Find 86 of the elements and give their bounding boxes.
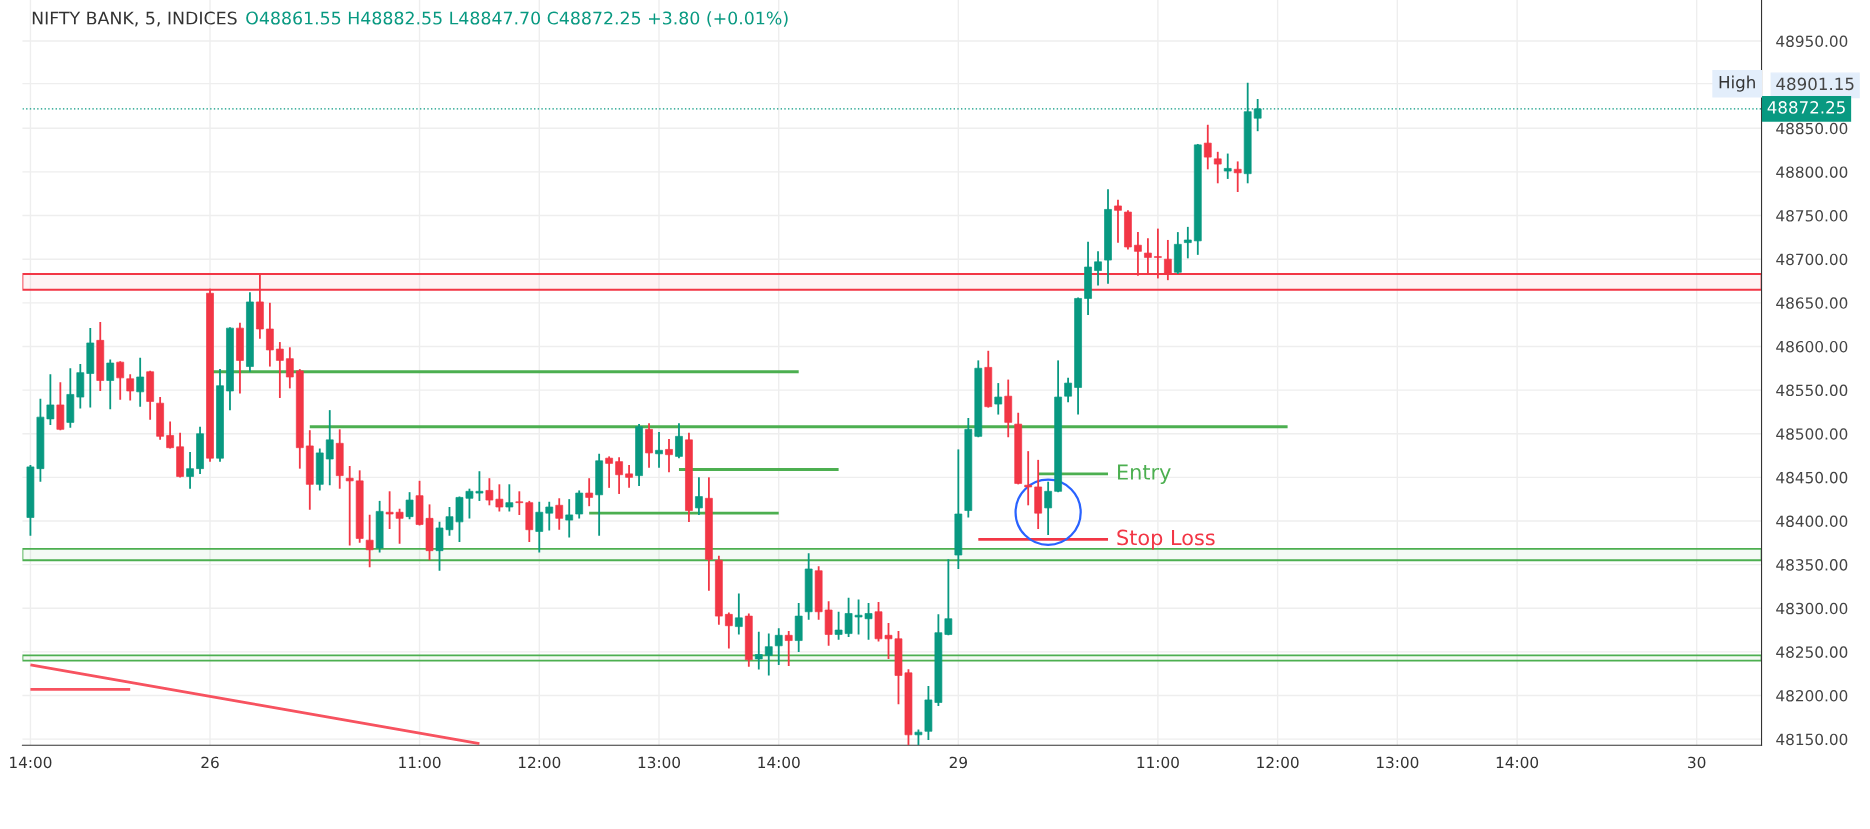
- candlestick: [1183, 226, 1192, 259]
- candlestick: [505, 484, 514, 512]
- candlestick: [774, 628, 783, 666]
- candlestick: [1064, 377, 1072, 403]
- y-tick-label: 48450.00: [1776, 471, 1848, 484]
- candlestick: [345, 465, 354, 546]
- x-tick-label: 12:00: [1257, 756, 1299, 769]
- candlestick: [585, 478, 594, 507]
- candlestick: [286, 347, 294, 389]
- candlestick: [545, 501, 554, 531]
- y-tick-label: 48350.00: [1776, 559, 1848, 571]
- candlestick: [365, 514, 374, 568]
- candlestick: [405, 492, 414, 520]
- y-tick-label: 48600.00: [1776, 340, 1848, 353]
- x-tick-label: 30: [1688, 756, 1706, 769]
- candlestick: [1233, 161, 1242, 193]
- candlestick: [126, 374, 135, 401]
- candlestick: [565, 499, 574, 538]
- x-tick-label: 26: [201, 756, 219, 769]
- candlestick: [994, 383, 1003, 415]
- y-tick-label: 48400.00: [1776, 515, 1848, 528]
- x-tick-label: 11:00: [399, 756, 441, 769]
- candlestick: [116, 361, 125, 400]
- candlestick: [1094, 251, 1102, 286]
- candlestick: [1144, 238, 1152, 275]
- y-tick-label: 48550.00: [1776, 384, 1848, 397]
- y-tick-label: 48150.00: [1776, 733, 1848, 746]
- candlestick: [1044, 481, 1052, 535]
- ref-line-label: 48872.25: [1767, 101, 1845, 114]
- annotation: High: [1719, 75, 1755, 92]
- candlestick: [665, 438, 673, 473]
- candlestick: [625, 465, 633, 488]
- candlestick: [645, 423, 653, 468]
- candlestick: [1024, 451, 1033, 506]
- y-tick-label: 48700.00: [1776, 253, 1848, 266]
- x-tick-label: 14:00: [1496, 756, 1539, 769]
- candlestick: [784, 630, 793, 666]
- candlestick: [136, 357, 145, 407]
- y-tick-label: 48950.00: [1776, 35, 1848, 48]
- y-tick-label: 48800.00: [1776, 166, 1848, 178]
- y-tick-label: 48250.00: [1776, 646, 1848, 658]
- candlestick: [675, 423, 683, 459]
- y-tick-label: 48300.00: [1776, 602, 1848, 615]
- candlestick: [575, 490, 584, 519]
- candlestick: [555, 498, 564, 530]
- x-tick-label: 13:00: [1377, 756, 1419, 769]
- candlestick: [186, 452, 194, 489]
- candlestick: [266, 302, 274, 367]
- y-tick-label: 48901.15: [1776, 77, 1854, 91]
- x-tick-label: 14:00: [10, 756, 52, 769]
- line-series: [29, 663, 481, 745]
- candlestick: [605, 456, 613, 488]
- x-tick-label: 12:00: [518, 756, 561, 769]
- candlestick: [725, 612, 733, 649]
- candlestick: [1134, 232, 1142, 276]
- text: NIFTY BANK, 5, INDICES: [32, 11, 237, 27]
- candlestick: [754, 631, 763, 670]
- y-tick-label: 48200.00: [1776, 689, 1848, 702]
- candlestick: [1213, 151, 1222, 184]
- candlestick: [1164, 239, 1172, 281]
- y-tick-label: 48850.00: [1776, 122, 1848, 135]
- y-tick-label: 48650.00: [1776, 297, 1848, 309]
- series-label: Entry: [1118, 464, 1171, 484]
- candlestick: [615, 457, 623, 494]
- candlestick: [166, 421, 174, 449]
- y-tick-label: 48750.00: [1776, 210, 1848, 222]
- candlestick: [1223, 153, 1232, 179]
- x-tick-label: 11:00: [1137, 756, 1179, 769]
- candlestick: [535, 501, 544, 553]
- text: O48861.55 H48882.55 L48847.70 C48872.25 +3.80 (+0.01%): [246, 11, 788, 27]
- candlestick: [515, 491, 524, 515]
- candlestick: [655, 431, 663, 468]
- x-tick-label: 29: [949, 756, 967, 769]
- x-tick-label: 14:00: [758, 756, 800, 769]
- candlestick: [1203, 124, 1212, 170]
- y-tick-label: 48500.00: [1776, 428, 1848, 440]
- candlestick: [325, 410, 334, 486]
- candlestick: [734, 593, 743, 635]
- candlestick: [764, 633, 773, 676]
- candlestick: [106, 359, 115, 410]
- candlestick: [1154, 228, 1162, 279]
- candlestick: [695, 477, 703, 515]
- series-label: Stop Loss: [1117, 529, 1215, 550]
- candlestick: [276, 342, 284, 398]
- x-tick-label: 13:00: [638, 756, 681, 769]
- candlestick: [1114, 199, 1122, 243]
